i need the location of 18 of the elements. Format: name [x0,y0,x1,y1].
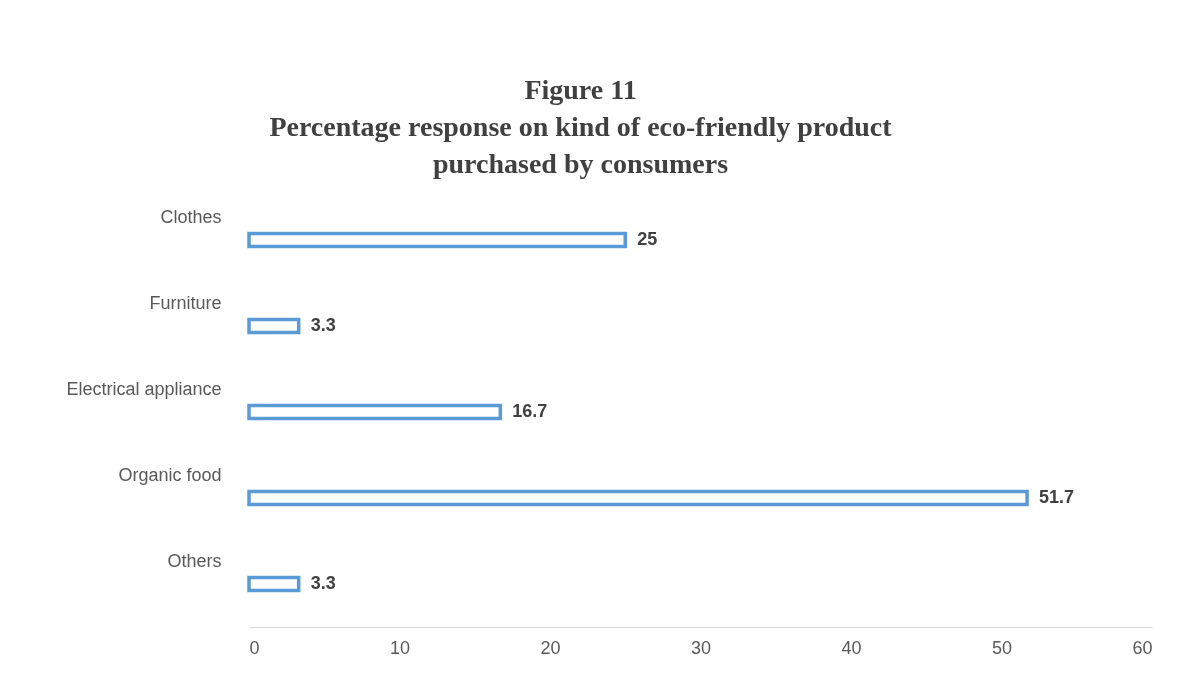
x-tick-label: 0 [249,637,260,658]
y-tick-label: Others [167,551,222,571]
data-label: 3.3 [310,573,336,593]
x-tick-label: 20 [540,637,561,658]
x-tick-label: 40 [841,637,862,658]
data-label: 25 [637,229,658,249]
x-tick-label: 10 [389,637,411,658]
x-tick-label: 60 [1132,637,1153,658]
x-tick-label: 50 [991,637,1013,658]
y-tick-label: Electrical appliance [66,379,222,399]
y-tick-label: Organic food [118,465,222,485]
data-label: 51.7 [1039,487,1075,507]
chart-title: Figure 11 Percentage response on kind of eco-friendly product purchased by consumers [269,74,893,179]
x-tick-label: 30 [690,637,712,658]
y-tick-label: Furniture [149,293,222,313]
data-label: 3.3 [310,315,336,335]
y-tick-label: Clothes [160,207,222,227]
data-label: 16.7 [512,401,548,421]
